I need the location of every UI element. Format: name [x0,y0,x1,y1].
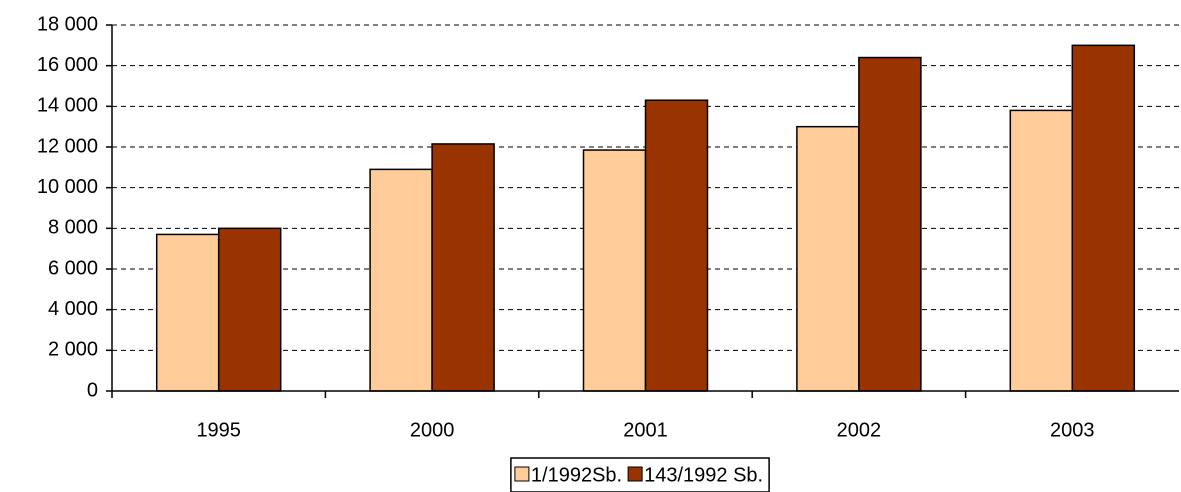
y-tick-label: 8 000 [48,217,98,239]
y-tick-label: 18 000 [37,13,98,35]
y-tick-label: 14 000 [37,95,98,117]
bar [369,168,433,392]
x-tick-label: 1995 [196,419,241,441]
bar [1009,109,1074,392]
y-tick-label: 6 000 [48,257,98,279]
bar [155,233,220,392]
x-tick-label: 2000 [410,419,455,441]
y-tick-label: 16 000 [37,54,98,76]
bar [431,143,495,392]
legend-swatch [514,466,530,482]
y-tick-label: 10 000 [37,176,98,198]
y-tick-label: 2 000 [48,339,98,361]
legend: 1/1992Sb. 143/1992 Sb. [510,457,770,492]
x-tick-label: 2002 [837,419,882,441]
legend-swatch [627,466,643,482]
bar [644,99,709,392]
y-tick-label: 12 000 [37,135,98,157]
bar [582,149,647,392]
bar [858,56,922,392]
legend-label: 1/1992Sb. [531,464,622,486]
x-tick-label: 2001 [623,419,668,441]
y-tick-label: 4 000 [48,298,98,320]
x-tick-label: 2003 [1050,419,1095,441]
y-tick-label: 0 [87,379,98,401]
bar [217,227,282,392]
bar [1071,44,1136,392]
bar [796,125,860,392]
legend-label: 143/1992 Sb. [644,464,763,486]
